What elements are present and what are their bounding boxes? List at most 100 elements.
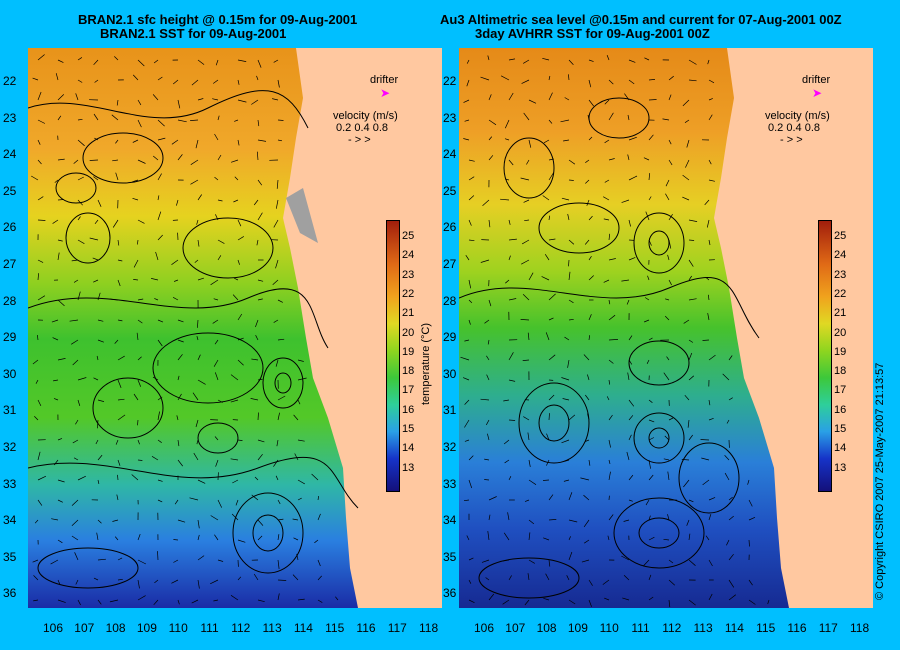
velocity-arrow	[94, 137, 99, 141]
velocity-arrow	[257, 279, 264, 282]
velocity-arrow	[480, 259, 490, 263]
velocity-arrow	[708, 239, 711, 246]
velocity-arrow	[217, 239, 225, 244]
velocity-arrow	[668, 279, 672, 286]
velocity-arrow	[151, 278, 159, 281]
colorbar-tick-label: 13	[402, 461, 415, 474]
velocity-arrow	[297, 399, 301, 405]
velocity-arrow	[668, 239, 672, 249]
velocity-arrow	[521, 239, 530, 245]
longitude-label: 114	[293, 621, 313, 635]
left-velocity-arrows-icon: ‐ > >	[348, 134, 371, 146]
velocity-arrow	[682, 99, 690, 107]
velocity-arrow	[196, 336, 199, 341]
velocity-arrow	[563, 139, 570, 142]
velocity-arrow	[688, 59, 697, 65]
velocity-arrow	[195, 139, 199, 149]
velocity-arrow	[487, 55, 490, 61]
velocity-arrow	[97, 479, 100, 484]
velocity-arrow	[520, 319, 530, 321]
velocity-arrow	[588, 599, 592, 607]
velocity-arrow	[137, 595, 146, 601]
velocity-arrow	[277, 499, 281, 505]
velocity-arrow	[237, 236, 244, 241]
velocity-arrow	[488, 219, 491, 228]
velocity-arrow	[73, 279, 79, 283]
latitude-label: 28	[3, 293, 17, 308]
velocity-arrow	[251, 358, 259, 361]
velocity-arrow	[31, 175, 39, 181]
velocity-arrow	[728, 355, 733, 361]
velocity-arrow	[277, 79, 280, 88]
velocity-arrow	[487, 339, 490, 345]
velocity-arrow	[57, 579, 61, 585]
latitude-label: 22	[3, 74, 17, 88]
velocity-arrow	[197, 59, 205, 65]
velocity-arrow	[112, 219, 119, 228]
velocity-arrow	[561, 197, 570, 201]
velocity-arrow	[728, 397, 733, 401]
colorbar-tick-label: 17	[402, 384, 415, 397]
velocity-arrow	[523, 112, 530, 121]
velocity-arrow	[294, 453, 299, 461]
velocity-arrow	[606, 396, 610, 401]
velocity-arrow	[648, 596, 654, 601]
velocity-arrow	[251, 494, 259, 501]
velocity-arrow	[232, 479, 239, 484]
velocity-arrow	[485, 419, 490, 426]
velocity-arrow	[137, 419, 139, 426]
velocity-arrow	[93, 279, 99, 283]
longitude-label: 116	[787, 621, 807, 635]
latitude-label: 35	[3, 549, 17, 564]
velocity-arrow	[683, 479, 690, 488]
longitude-label: 118	[419, 621, 439, 635]
velocity-arrow	[292, 574, 299, 581]
velocity-arrow	[257, 599, 265, 603]
velocity-arrow	[688, 599, 696, 606]
velocity-arrow	[157, 137, 166, 141]
velocity-arrow	[273, 319, 279, 323]
velocity-arrow	[508, 476, 512, 481]
velocity-arrow	[297, 377, 307, 381]
velocity-arrow	[93, 59, 99, 66]
velocity-arrow	[603, 196, 610, 201]
velocity-arrow	[708, 354, 716, 361]
velocity-arrow	[644, 297, 650, 301]
velocity-arrow	[464, 339, 470, 342]
velocity-arrow	[171, 259, 179, 265]
velocity-arrow	[97, 399, 105, 402]
latitude-label: 35	[443, 549, 457, 564]
velocity-arrow	[728, 515, 734, 521]
velocity-arrow	[683, 319, 690, 324]
velocity-arrow	[542, 479, 550, 481]
velocity-arrow	[548, 354, 556, 361]
velocity-arrow	[250, 398, 259, 401]
velocity-arrow	[77, 118, 83, 121]
velocity-arrow	[648, 574, 652, 581]
right-drifter-label: drifter	[802, 74, 831, 86]
velocity-arrow	[114, 56, 119, 61]
velocity-arrow	[568, 74, 570, 81]
latitude-label: 36	[3, 586, 17, 601]
velocity-arrow	[177, 439, 180, 447]
velocity-arrow	[112, 159, 119, 162]
velocity-arrow	[580, 477, 590, 481]
velocity-arrow	[115, 139, 119, 144]
velocity-arrow	[686, 519, 690, 526]
velocity-arrow	[668, 417, 674, 421]
velocity-arrow	[197, 555, 205, 561]
velocity-arrow	[74, 552, 79, 561]
velocity-arrow	[277, 119, 284, 121]
velocity-arrow	[297, 359, 304, 362]
velocity-arrow	[234, 176, 239, 181]
velocity-arrow	[488, 94, 492, 101]
velocity-arrow	[561, 377, 570, 381]
latitude-label: 24	[443, 147, 457, 162]
velocity-arrow	[528, 99, 537, 104]
velocity-arrow	[603, 218, 610, 221]
velocity-arrow	[468, 455, 474, 461]
velocity-arrow	[77, 399, 81, 407]
velocity-arrow	[157, 479, 163, 482]
velocity-arrow	[588, 579, 593, 586]
velocity-arrow	[748, 516, 756, 521]
